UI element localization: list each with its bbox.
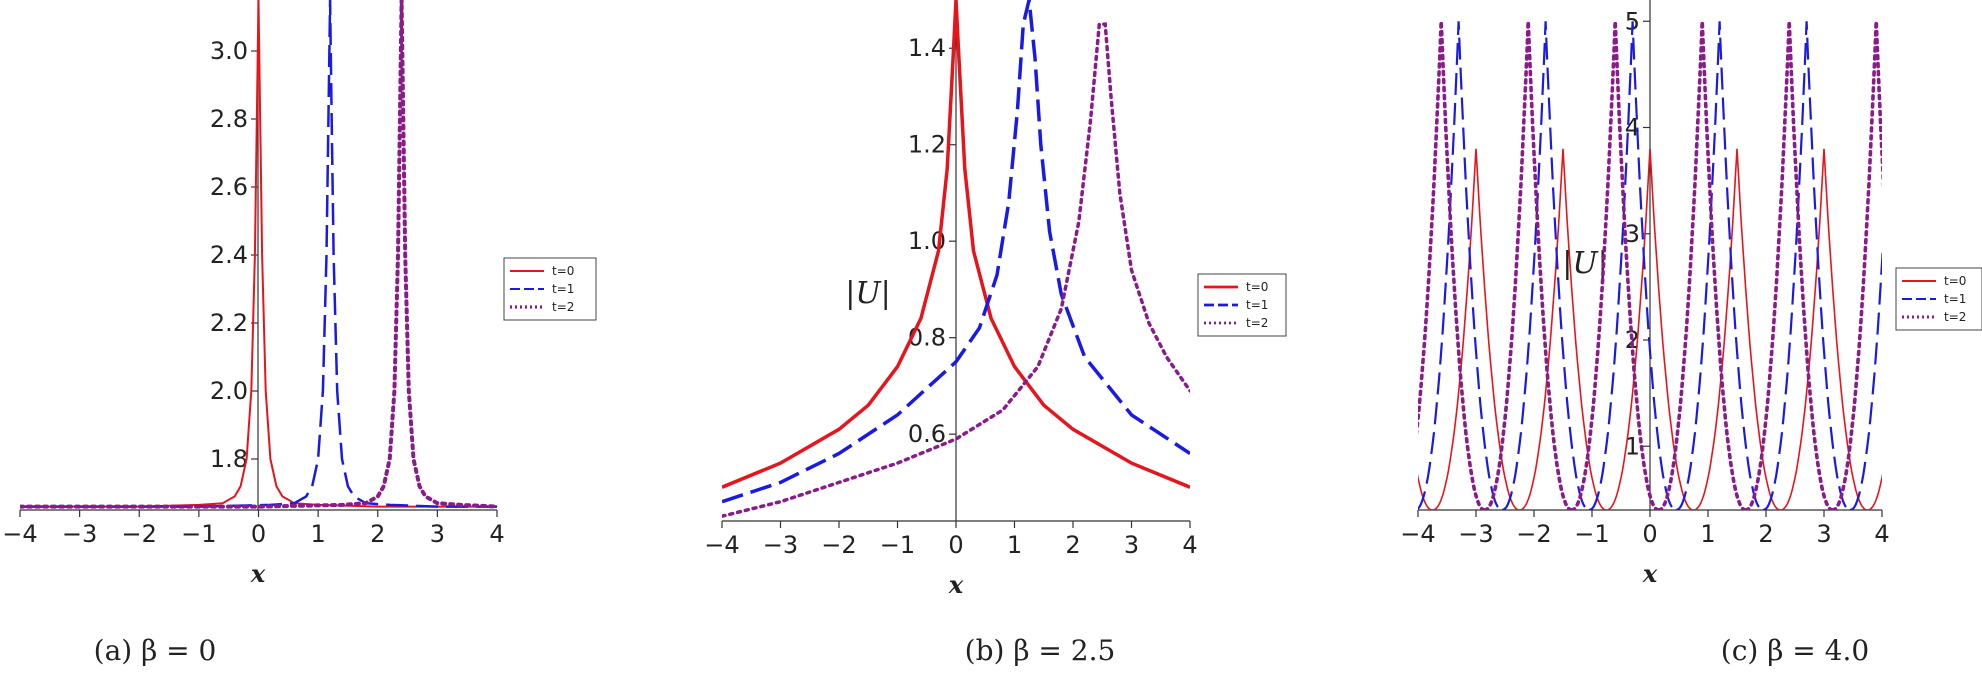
x-tick-label: −2	[821, 531, 856, 559]
series-line-t=1	[1849, 244, 1882, 510]
series-line-t=0	[1780, 148, 1868, 510]
x-tick-label: 3	[1124, 531, 1139, 559]
y-tick-label: 2.6	[210, 173, 248, 201]
y-tick-label: 1	[1625, 432, 1640, 460]
legend-entry: t=1	[1246, 298, 1268, 312]
y-tick-label: 2.2	[210, 309, 248, 337]
legend: t=0 t=1 t=2	[1197, 273, 1287, 337]
series-line-t=1	[1937, 21, 1982, 510]
x-tick-label: −2	[122, 520, 157, 548]
y-tick-label: 0.6	[908, 420, 946, 448]
caption: (a) β = 0	[94, 634, 217, 667]
series-line-t=1	[1328, 21, 1415, 510]
series-line-t=2	[20, 0, 497, 509]
series-line-t=1	[722, 0, 1190, 504]
series-line-t=1	[1588, 21, 1677, 510]
series-line-t=2	[1830, 21, 1882, 510]
series-line-t=2	[1224, 21, 1311, 510]
x-tick-label: 4	[1182, 531, 1197, 559]
y-axis-label: |U|	[845, 276, 891, 311]
legend-entry: t=2	[1246, 316, 1268, 330]
y-tick-label: 1.2	[908, 131, 946, 159]
y-tick-label: 1.8	[210, 445, 248, 473]
series-line-t=2	[1569, 21, 1661, 510]
x-tick-label: 2	[370, 520, 385, 548]
x-tick-label: −3	[62, 520, 97, 548]
series-line-t=2	[1656, 21, 1748, 510]
x-tick-label: −4	[1400, 520, 1435, 548]
x-axis-label: x	[948, 570, 964, 599]
y-tick-label: 2.4	[210, 241, 248, 269]
y-tick-label: 3.0	[210, 37, 248, 65]
series-line-t=0	[1519, 148, 1607, 510]
series-line-t=1	[1418, 21, 1503, 510]
legend: t=0 t=1 t=2	[1895, 267, 1982, 331]
x-tick-label: −4	[704, 531, 739, 559]
series-line-t=1	[1762, 21, 1851, 510]
x-tick-label: 0	[1642, 520, 1657, 548]
x-tick-label: 2	[1065, 531, 1080, 559]
x-tick-label: −1	[1574, 520, 1609, 548]
series-line-t=0	[1606, 148, 1694, 510]
series-line-t=0	[1418, 473, 1433, 510]
y-tick-label: 5	[1625, 7, 1640, 35]
chart-a: −4 −3 −2 −1 0 1 2 3 41.82.02.22.42.62.83.0xt=0t=…	[2, 0, 597, 667]
x-tick-label: −1	[181, 520, 216, 548]
legend-entry: t=1	[552, 282, 574, 296]
y-tick-label: 3	[1625, 220, 1640, 248]
series-line-t=2	[1311, 21, 1398, 510]
legend-entry: t=0	[1246, 280, 1268, 294]
x-tick-label: 1	[1007, 531, 1022, 559]
series-line-t=2	[722, 22, 1190, 518]
series-line-t=2	[1743, 21, 1835, 510]
x-tick-label: 4	[489, 520, 504, 548]
series-line-t=1	[1675, 21, 1764, 510]
legend-entry: t=2	[552, 300, 574, 314]
legend-entry: t=1	[1944, 292, 1966, 306]
caption: (b) β = 2.5	[965, 634, 1116, 667]
y-tick-label: 2.0	[210, 377, 248, 405]
series-line-t=2	[1920, 21, 1982, 510]
legend-entry: t=2	[1944, 310, 1966, 324]
x-axis-label: x	[250, 559, 266, 588]
series-line-t=1	[1501, 21, 1590, 510]
x-axis-label: x	[1642, 559, 1658, 588]
x-tick-label: −4	[2, 520, 37, 548]
series-line-t=0	[20, 0, 497, 508]
x-tick-label: 1	[1700, 520, 1715, 548]
x-tick-label: 1	[310, 520, 325, 548]
legend: t=0 t=1 t=2	[503, 257, 597, 321]
series-line-t=1	[1241, 21, 1328, 510]
y-tick-label: 2.8	[210, 105, 248, 133]
y-tick-label: 1.4	[908, 34, 946, 62]
x-tick-label: −1	[880, 531, 915, 559]
x-tick-label: 3	[1816, 520, 1831, 548]
y-tick-label: 0.8	[908, 324, 946, 352]
legend-entry: t=0	[552, 264, 574, 278]
x-tick-label: −3	[763, 531, 798, 559]
series-line-t=2	[1418, 21, 1487, 510]
x-tick-label: 2	[1758, 520, 1773, 548]
x-tick-label: −2	[1516, 520, 1551, 548]
series-line-t=2	[1482, 21, 1574, 510]
x-tick-label: 0	[251, 520, 266, 548]
x-tick-label: 3	[430, 520, 445, 548]
chart-b: −4 −3 −2 −1 0 1 2 3 40.60.81.01.21.4x|U| t=0t=1t=…	[704, 0, 1287, 667]
caption: (c) β = 4.0	[1721, 634, 1869, 667]
x-tick-label: −3	[1458, 520, 1493, 548]
x-tick-label: 4	[1874, 520, 1889, 548]
legend-entry: t=0	[1944, 274, 1966, 288]
series-line-t=0	[1693, 148, 1781, 510]
series-line-t=0	[1432, 148, 1520, 510]
x-tick-label: 0	[948, 531, 963, 559]
series-line-t=0	[722, 0, 1190, 489]
series-line-t=1	[20, 0, 497, 508]
